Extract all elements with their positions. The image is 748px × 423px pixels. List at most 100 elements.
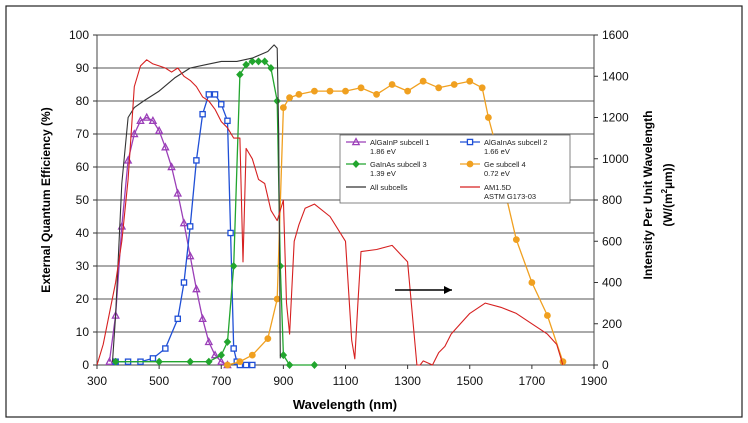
y-tick-label: 60 [76,160,90,174]
data-point-gainas-subcell-3 [229,262,238,270]
data-point-algainp-subcell-1 [185,251,195,260]
data-point-gainas-subcell-3 [236,70,244,79]
data-point-ge-subcell-4 [388,81,396,88]
annotation-arrow [395,286,452,294]
data-point-algainp-subcell-1 [136,116,145,125]
data-point-algainas-subcell-2 [205,91,213,98]
y-axis-right: 0 200 400 600 800 1000 1200 1400 1600 [594,28,629,372]
y-tick-label: 100 [69,28,89,42]
series-line-all-subcells [111,44,281,362]
data-point-algainas-subcell-2 [230,345,237,352]
legend-item-gainas-subcell-3: GaInAs subcell 31.39 eV [346,160,427,178]
data-point-algainas-subcell-2 [224,117,231,125]
legend-item-algainp-subcell-1: AlGaInP subcell 11.86 eV [346,137,429,156]
y-tick-label: 80 [76,94,90,108]
series-line-am1-5d [96,59,564,366]
legend-label: AM1.5D [484,183,512,192]
data-point-ge-subcell-4 [544,312,551,319]
series-algainas-subcell-2 [112,91,256,369]
x-axis-title: Wavelength (nm) [293,397,397,412]
data-point-ge-subcell-4 [435,84,443,92]
data-point-gainas-subcell-3 [242,60,250,69]
x-tick-label: 500 [149,374,169,388]
x-tick-label: 1100 [333,374,359,388]
data-point-ge-subcell-4 [279,104,287,111]
legend-box [339,134,571,204]
data-point-ge-subcell-4 [326,87,334,95]
y-tick-label: 0 [82,358,89,372]
series-am1-5d [96,59,564,366]
x-axis: 300 500 700 900 1100 1300 1500 1700 1900 [87,365,608,388]
data-point-algainp-subcell-1 [192,284,201,293]
y-tick-label: 40 [76,226,90,240]
data-point-ge-subcell-4 [264,335,272,343]
y2-tick-label: 800 [602,193,622,207]
x-tick-label: 1300 [394,374,421,388]
data-point-algainp-subcell-1 [142,112,151,121]
y2-tick-label: 1000 [602,152,629,166]
data-point-algainp-subcell-1 [148,116,158,125]
data-point-ge-subcell-4 [357,84,365,92]
data-point-ge-subcell-4 [236,358,244,366]
data-point-gainas-subcell-3 [155,357,163,366]
data-point-algainp-subcell-1 [204,337,214,346]
legend-item-all-subcells: All subcells [346,183,408,192]
legend-sublabel: 0.72 eV [484,169,510,178]
y2-tick-label: 400 [602,276,622,290]
x-tick-label: 1700 [519,374,546,388]
data-point-ge-subcell-4 [224,361,231,369]
x-tick-label: 900 [273,374,293,388]
legend-label: All subcells [370,183,408,192]
data-point-algainas-subcell-2 [174,315,182,323]
y-tick-label: 30 [76,259,90,273]
data-point-algainas-subcell-2 [162,345,169,352]
data-point-algainp-subcell-1 [161,142,170,151]
data-point-ge-subcell-4 [273,295,281,303]
y2-tick-label: 600 [602,234,622,248]
data-point-algainp-subcell-1 [216,356,226,365]
legend-label: GaInAs subcell 3 [370,160,427,169]
legend-swatch-marker [466,138,474,146]
legend-sublabel: ASTM G173-03 [484,192,536,201]
data-point-algainp-subcell-1 [105,356,114,365]
data-point-ge-subcell-4 [295,91,303,98]
data-point-gainas-subcell-3 [223,337,232,346]
data-point-algainas-subcell-2 [193,157,200,164]
data-point-ge-subcell-4 [484,114,492,121]
y2-tick-label: 200 [602,317,622,331]
y-tick-label: 10 [76,325,90,339]
y-axis-left: 0 10 20 30 40 50 60 70 80 90 100 [69,28,97,372]
data-point-algainas-subcell-2 [211,91,219,98]
data-point-ge-subcell-4 [478,84,486,92]
legend-sublabel: 1.66 eV [484,147,510,156]
data-point-ge-subcell-4 [419,77,427,85]
y-tick-label: 20 [76,292,90,306]
data-point-algainp-subcell-1 [173,188,183,197]
data-point-gainas-subcell-3 [267,64,275,72]
data-point-gainas-subcell-3 [273,97,281,105]
legend-label: Ge subcell 4 [484,160,526,169]
legend-swatch-marker [351,137,361,146]
x-tick-label: 700 [211,374,231,388]
data-point-algainas-subcell-2 [180,279,188,286]
y-axis-left-title: External Quantum Efficiency (%) [39,107,53,292]
data-point-ge-subcell-4 [404,87,412,95]
y2-tick-label: 0 [602,358,609,372]
data-point-algainp-subcell-1 [154,125,164,134]
data-point-ge-subcell-4 [286,94,293,102]
data-point-gainas-subcell-3 [111,357,120,366]
y-tick-label: 50 [76,193,90,207]
y-tick-label: 70 [76,127,90,141]
y2-tick-label: 1400 [602,69,629,83]
data-point-gainas-subcell-3 [217,351,225,360]
data-point-gainas-subcell-3 [205,357,213,366]
data-point-algainas-subcell-2 [199,110,206,118]
legend-sublabel: 1.39 eV [370,169,396,178]
data-point-algainas-subcell-2 [249,361,256,369]
legend-label: AlGaInAs subcell 2 [484,138,547,147]
data-point-ge-subcell-4 [450,81,458,88]
data-point-algainp-subcell-1 [167,162,176,171]
data-point-gainas-subcell-3 [248,57,257,66]
series-gainas-subcell-3 [111,57,319,369]
